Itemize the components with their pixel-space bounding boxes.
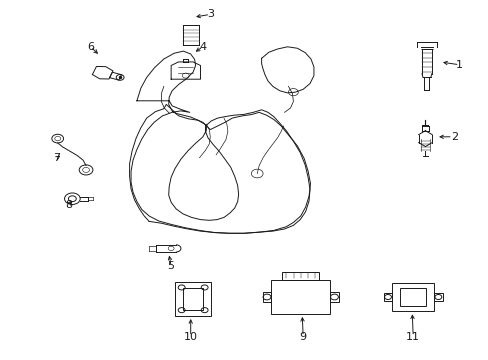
Bar <box>282 272 318 280</box>
Bar <box>329 292 338 302</box>
Bar <box>383 293 391 301</box>
Bar <box>433 293 442 301</box>
Text: 3: 3 <box>206 9 213 19</box>
Text: 7: 7 <box>53 153 60 163</box>
Bar <box>262 292 271 302</box>
Text: 10: 10 <box>183 332 197 342</box>
Bar <box>400 288 425 306</box>
Text: 8: 8 <box>65 200 72 210</box>
Text: 4: 4 <box>199 42 206 52</box>
Text: 2: 2 <box>450 132 457 142</box>
Text: 1: 1 <box>455 60 462 70</box>
Bar <box>183 288 203 310</box>
Bar <box>271 280 329 314</box>
Text: 6: 6 <box>87 42 94 52</box>
Text: 11: 11 <box>406 332 419 342</box>
Text: 9: 9 <box>299 332 306 342</box>
Bar <box>175 282 211 316</box>
Text: 5: 5 <box>167 261 174 271</box>
Bar <box>391 283 433 311</box>
